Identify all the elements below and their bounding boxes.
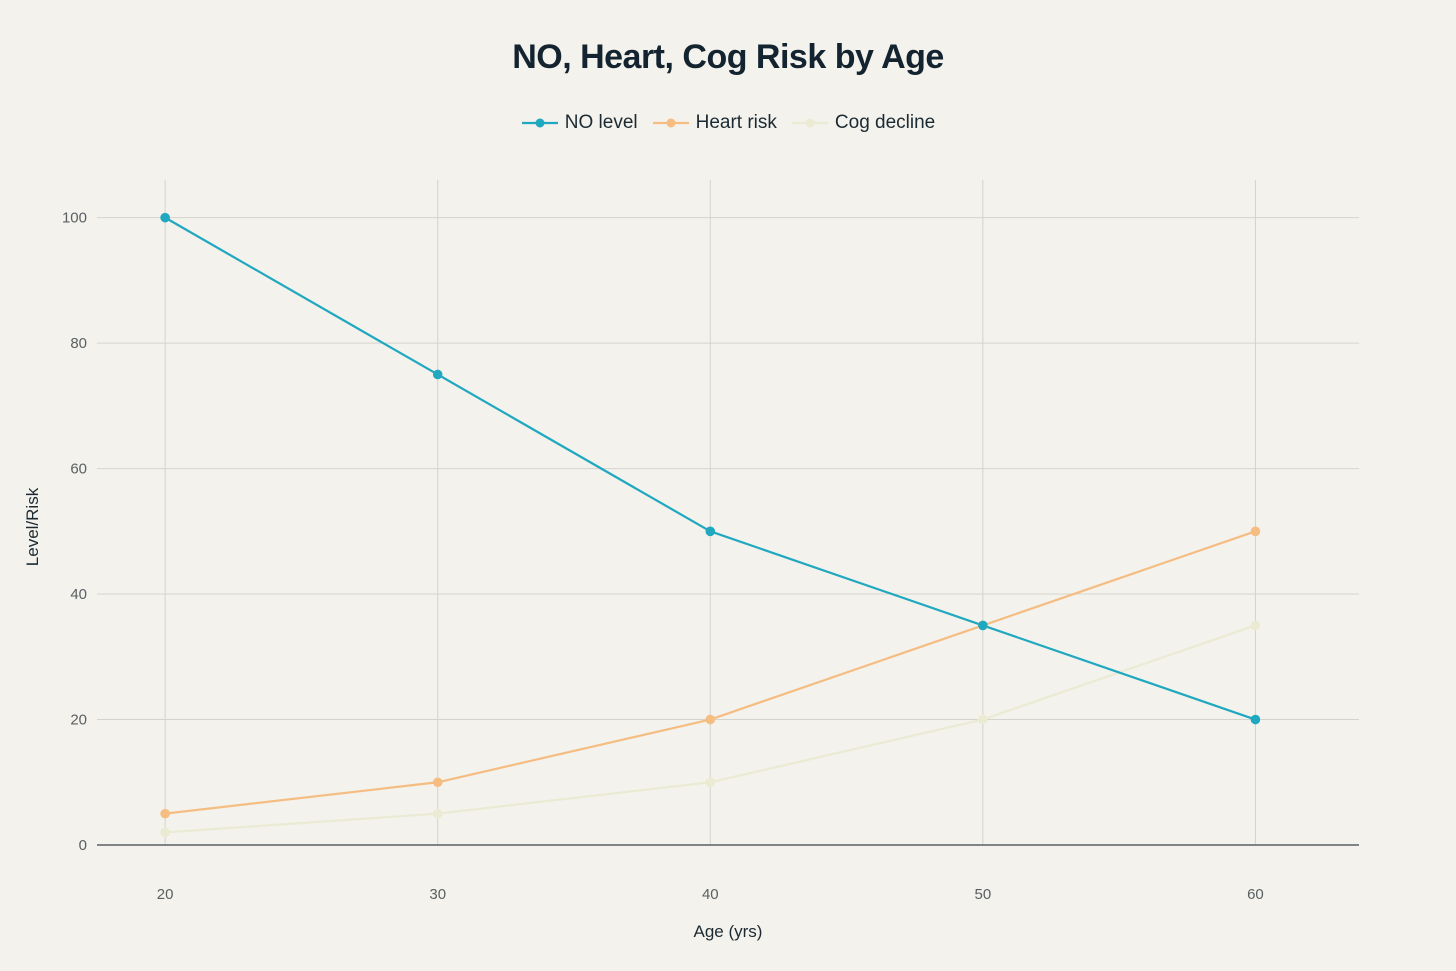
data-point-cog-decline <box>1250 620 1261 631</box>
y-tick-label: 60 <box>70 461 87 478</box>
legend-swatch-heart-risk <box>652 118 689 128</box>
x-tick-label: 20 <box>157 886 174 903</box>
data-point-heart-risk <box>705 714 716 725</box>
x-tick-label: 50 <box>975 886 992 903</box>
grid-lines <box>97 180 1359 846</box>
data-point-cog-decline <box>978 714 988 725</box>
legend-label-cog-decline: Cog decline <box>834 112 936 133</box>
legend-item-no-level[interactable]: NO level <box>521 112 638 134</box>
data-point-cog-decline <box>705 777 716 788</box>
y-tick-label: 100 <box>62 210 87 227</box>
data-point-no-level <box>978 620 988 631</box>
data-point-heart-risk <box>1250 526 1261 537</box>
data-point-no-level <box>432 369 443 380</box>
legend-swatch-no-level <box>521 118 558 128</box>
data-point-no-level <box>160 212 170 223</box>
legend-label-heart-risk: Heart risk <box>695 112 777 133</box>
legend-swatch-marker <box>666 118 676 128</box>
legend-item-cog-decline[interactable]: Cog decline <box>791 112 935 134</box>
legend-swatch-marker <box>805 118 815 128</box>
legend-swatch-marker <box>535 118 545 128</box>
x-tick-label: 40 <box>702 886 719 903</box>
legend-swatch-cog-decline <box>791 118 828 128</box>
legend-label-no-level: NO level <box>564 112 638 133</box>
data-point-no-level <box>1250 714 1261 725</box>
series-points <box>160 212 1261 838</box>
axis-tick-labels: 20 30 40 50 60 0 20 40 60 80 100 <box>62 210 1264 903</box>
data-point-heart-risk <box>432 777 443 788</box>
y-tick-label: 0 <box>79 837 87 854</box>
data-point-cog-decline <box>160 827 170 838</box>
x-axis-title: Age (yrs) <box>694 922 763 941</box>
y-axis-title: Level/Risk <box>23 487 42 566</box>
y-tick-label: 20 <box>70 712 87 729</box>
data-point-no-level <box>705 526 716 537</box>
legend: NO level Heart risk Cog decline <box>0 112 1456 134</box>
y-tick-label: 40 <box>70 586 87 603</box>
chart-title: NO, Heart, Cog Risk by Age <box>512 38 944 76</box>
x-tick-label: 60 <box>1247 886 1264 903</box>
y-tick-label: 80 <box>70 335 87 352</box>
data-point-cog-decline <box>432 808 443 819</box>
data-point-heart-risk <box>160 808 170 819</box>
legend-item-heart-risk[interactable]: Heart risk <box>652 112 777 134</box>
x-tick-label: 30 <box>429 886 446 903</box>
